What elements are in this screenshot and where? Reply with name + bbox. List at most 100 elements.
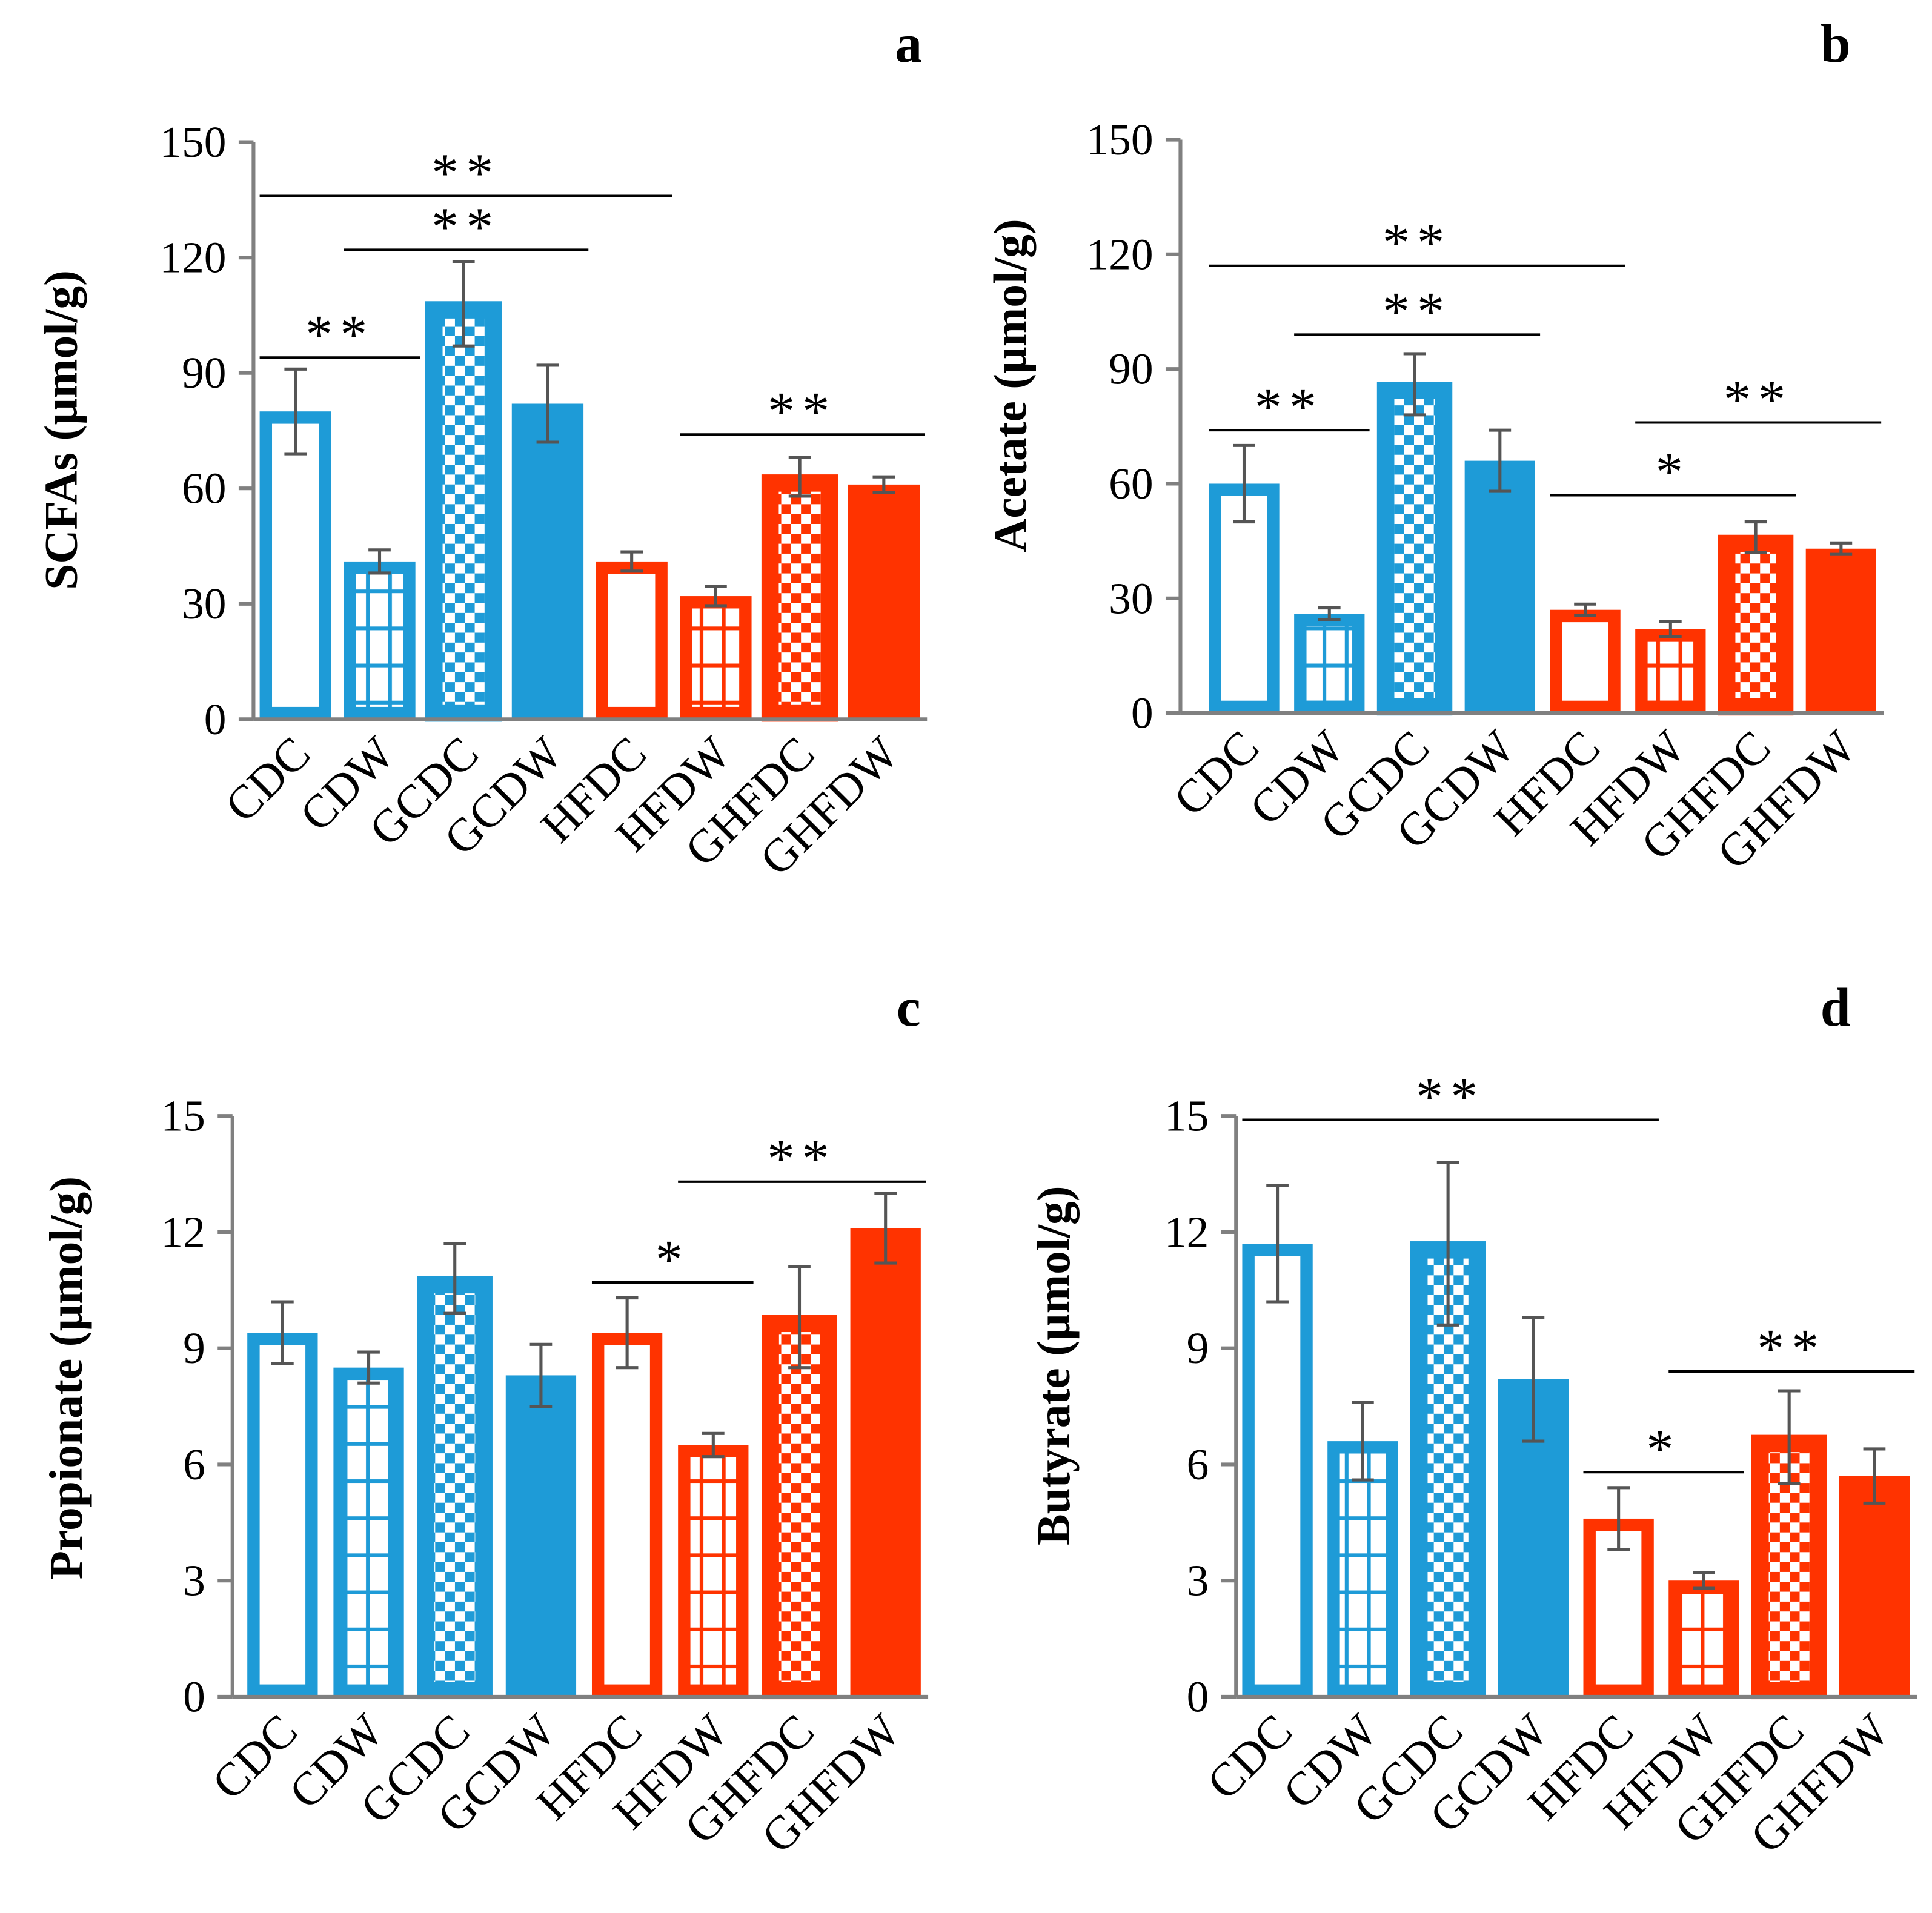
error-bar — [1318, 606, 1341, 622]
panel-letter: d — [1821, 978, 1851, 1038]
bar — [1635, 629, 1706, 714]
bar — [1839, 1476, 1910, 1697]
bar-cdw — [333, 1350, 404, 1697]
error-bar — [702, 1431, 725, 1459]
significance-marker: ** — [1724, 370, 1793, 429]
bar-hfdw — [678, 1431, 749, 1697]
y-tick-label: 3 — [183, 1556, 205, 1605]
y-tick-label: 0 — [1187, 1672, 1209, 1721]
y-tick-label: 0 — [183, 1672, 205, 1721]
bar — [678, 1445, 749, 1697]
bar — [1242, 1244, 1313, 1697]
error-bar — [705, 585, 727, 608]
error-bar — [1522, 1316, 1545, 1443]
bar — [1668, 1580, 1739, 1697]
bar-ghfdc — [762, 1265, 837, 1700]
error-bar — [536, 363, 559, 444]
error-bar — [271, 1300, 294, 1365]
bar — [762, 1315, 837, 1700]
error-bar — [872, 475, 895, 494]
bar-cdc — [247, 1300, 318, 1697]
error-bar — [1830, 541, 1853, 556]
bar-hfdw — [1668, 1571, 1739, 1697]
y-tick-label: 12 — [1164, 1207, 1209, 1256]
bar-cdc — [1242, 1184, 1313, 1697]
bar — [850, 1228, 921, 1697]
bar-gcdw — [1464, 428, 1535, 714]
error-bar — [616, 1296, 639, 1370]
panel-letter: a — [895, 14, 922, 74]
bar — [259, 411, 331, 720]
bar-gcdc — [1376, 352, 1453, 716]
y-tick-label: 6 — [1187, 1440, 1209, 1489]
bar — [417, 1276, 493, 1700]
bar — [1805, 548, 1876, 714]
y-axis-label: Acetate (µmol/g) — [984, 219, 1036, 552]
bar — [1327, 1441, 1398, 1697]
significance-marker: ** — [768, 382, 837, 442]
bar — [1718, 534, 1794, 716]
bar — [344, 561, 416, 720]
bar-ghfdw — [1805, 541, 1876, 714]
y-tick-label: 120 — [1086, 230, 1153, 279]
y-tick-label: 150 — [1086, 115, 1153, 164]
y-tick-label: 90 — [1109, 345, 1153, 394]
error-bar — [1233, 443, 1255, 524]
bar — [425, 301, 502, 722]
significance-marker: ** — [1255, 377, 1324, 437]
y-tick-label: 30 — [182, 579, 226, 628]
bar-hfdc — [596, 550, 668, 720]
bar-hfdc — [1550, 602, 1621, 714]
significance-marker: ** — [767, 1129, 836, 1189]
error-bar — [620, 550, 643, 573]
bar-gcdc — [425, 259, 502, 722]
error-bar — [452, 259, 475, 348]
significance-marker: ** — [1416, 1067, 1485, 1127]
significance-marker: ** — [305, 305, 374, 365]
y-tick-label: 30 — [1109, 574, 1153, 623]
bar-cdw — [1294, 606, 1365, 714]
y-tick-label: 9 — [183, 1324, 205, 1373]
bar — [596, 561, 668, 720]
error-bar — [1351, 1401, 1374, 1482]
bar-hfdc — [1583, 1486, 1654, 1697]
error-bar — [284, 367, 307, 456]
bar — [333, 1367, 404, 1697]
y-axis-label: Butyrate (µmol/g) — [1027, 1185, 1080, 1545]
significance-marker: ** — [431, 197, 500, 257]
bar-ghfdc — [761, 456, 838, 722]
bar — [1294, 614, 1365, 714]
error-bar — [1778, 1389, 1801, 1485]
y-axis-label: Propionate (µmol/g) — [40, 1176, 92, 1579]
bar — [1583, 1518, 1654, 1697]
bar-cdc — [1209, 443, 1280, 714]
error-bar — [1744, 520, 1767, 554]
significance-marker: ** — [431, 143, 500, 203]
error-bar — [443, 1242, 466, 1315]
significance-marker: * — [1656, 442, 1690, 502]
y-tick-label: 15 — [161, 1092, 205, 1141]
bar-gcdc — [1410, 1161, 1486, 1700]
bar — [1464, 460, 1535, 714]
significance-marker: ** — [1383, 213, 1452, 273]
bar-ghfdw — [1839, 1447, 1910, 1697]
bar-ghfdc — [1751, 1389, 1827, 1700]
error-bar — [1693, 1571, 1715, 1590]
bar-ghfdw — [848, 475, 920, 720]
y-tick-label: 0 — [1131, 689, 1154, 738]
y-tick-label: 0 — [204, 695, 227, 744]
error-bar — [1266, 1184, 1289, 1304]
error-bar — [529, 1342, 553, 1408]
y-tick-label: 15 — [1164, 1092, 1209, 1141]
error-bar — [1863, 1447, 1886, 1505]
y-tick-label: 150 — [159, 118, 226, 167]
significance-marker: ** — [1383, 282, 1452, 342]
y-tick-label: 12 — [161, 1207, 205, 1256]
error-bar — [1607, 1486, 1630, 1551]
bar — [761, 474, 838, 722]
bar-gcdc — [417, 1242, 493, 1700]
